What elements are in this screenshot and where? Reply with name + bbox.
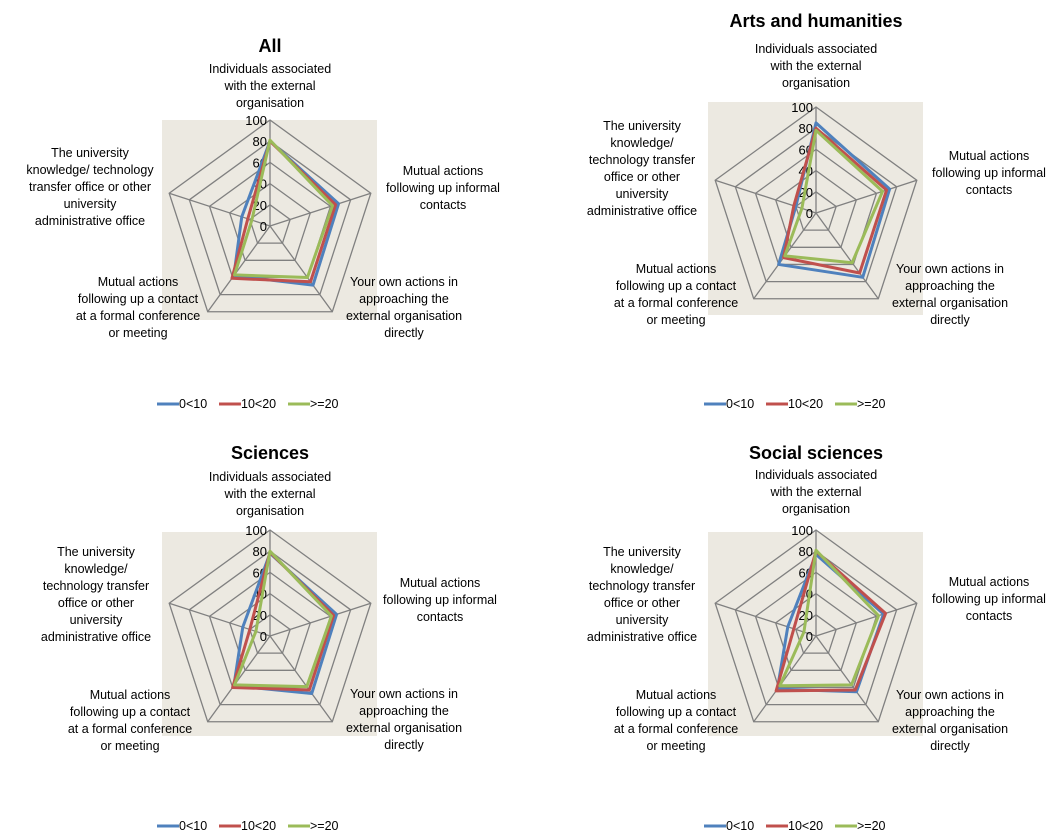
series-line-2 [230,139,338,284]
chart-title: All [258,36,281,56]
radial-tick-label: 0 [806,629,813,644]
grid-ring [168,529,372,723]
chart-title: Social sciences [749,443,883,463]
axis-label: The university knowledge/technology trans… [587,545,697,644]
axis-label: Individuals associated with the external o… [755,42,877,90]
axis-label: Mutual actions following up informal conta… [932,575,1046,623]
axis-spoke [269,225,333,313]
radial-tick-label: 100 [245,113,267,128]
axis-spoke [168,602,271,637]
radial-tick-label: 0 [260,219,267,234]
grid-ring [795,613,837,654]
legend: 0<10 10<20 >=20 [704,397,886,411]
grid-ring [168,119,372,313]
radial-tick-label: 0 [260,629,267,644]
legend: 0<10 10<20 >=20 [157,397,339,411]
legend: 0<10 10<20 >=20 [157,819,339,833]
radial-tick-label: 80 [253,544,267,559]
grid-ring [188,550,352,706]
axis-label: Your own actions in approaching the extern… [892,262,1008,327]
axis-spoke [207,635,271,723]
grid-ring [228,592,312,671]
legend-label-2: 10<20 [788,819,823,833]
series-line-2 [782,126,889,275]
axis-label: The university knowledge/technology trans… [41,545,151,644]
grid-ring [754,571,878,689]
grid-ring [734,127,898,283]
legend-label-3: >=20 [857,819,886,833]
axis-label: Individuals associated with the external o… [755,468,877,516]
radial-tick-label: 100 [791,523,813,538]
grid-ring [795,190,837,231]
series-line-2 [774,549,888,693]
axis-label: Individuals associated with the external o… [209,470,331,518]
legend-label-3: >=20 [310,397,339,411]
series-line-1 [777,121,892,279]
radial-tick-label: 0 [806,206,813,221]
axis-label: Your own actions in approaching the extern… [892,688,1008,753]
legend: 0<10 10<20 >=20 [704,819,886,833]
chart-title: Sciences [231,443,309,463]
legend-label-1: 0<10 [726,819,754,833]
series-line-3 [783,128,885,265]
radial-tick-label: 80 [253,134,267,149]
axis-label: The university knowledge/technology trans… [587,119,697,218]
axis-label: Your own actions in approaching the extern… [346,687,462,752]
axis-label: Individuals associated with the external o… [209,62,331,110]
legend-label-1: 0<10 [179,819,207,833]
grid-ring [734,550,898,706]
axis-spoke [714,602,817,637]
series-line-3 [232,138,335,279]
legend-label-3: >=20 [310,819,339,833]
radial-tick-label: 80 [799,121,813,136]
axis-spoke [815,212,879,300]
axis-label: Your own actions in approaching the extern… [346,275,462,340]
grid-ring [228,182,312,261]
axis-spoke [207,225,271,313]
series-line-3 [778,548,881,688]
axis-label: Mutual actions following up a contact at a… [614,262,738,327]
axis-label: Mutual actions following up informal conta… [932,149,1046,197]
grid-ring [714,529,918,723]
legend-label-3: >=20 [857,397,886,411]
axis-spoke [815,635,879,723]
grid-ring [774,592,858,671]
axis-spoke [714,179,817,214]
axis-spoke [269,192,372,227]
grid-ring [188,140,352,296]
legend-label-2: 10<20 [241,819,276,833]
axis-label: Mutual actions following up informal conta… [386,164,500,212]
series-line-3 [232,549,333,689]
axis-label: Mutual actions following up informal conta… [383,576,497,624]
axis-label: Mutual actions following up a contact at a… [68,688,192,753]
legend-label-1: 0<10 [179,397,207,411]
radial-tick-label: 100 [791,100,813,115]
axis-spoke [753,635,817,723]
grid-ring [714,106,918,300]
axis-label: Mutual actions following up a contact at a… [614,688,738,753]
chart-title: Arts and humanities [729,11,902,31]
axis-label: Mutual actions following up a contact at a… [76,275,200,340]
axis-spoke [269,602,372,637]
axis-spoke [815,179,918,214]
legend-label-2: 10<20 [241,397,276,411]
radial-tick-label: 100 [245,523,267,538]
radial-tick-label: 80 [799,544,813,559]
grid-ring [249,613,291,654]
legend-label-1: 0<10 [726,397,754,411]
axis-spoke [815,602,918,637]
grid-ring [774,169,858,248]
axis-label: The university knowledge/ technology trans… [26,146,154,228]
legend-label-2: 10<20 [788,397,823,411]
axis-spoke [269,635,333,723]
